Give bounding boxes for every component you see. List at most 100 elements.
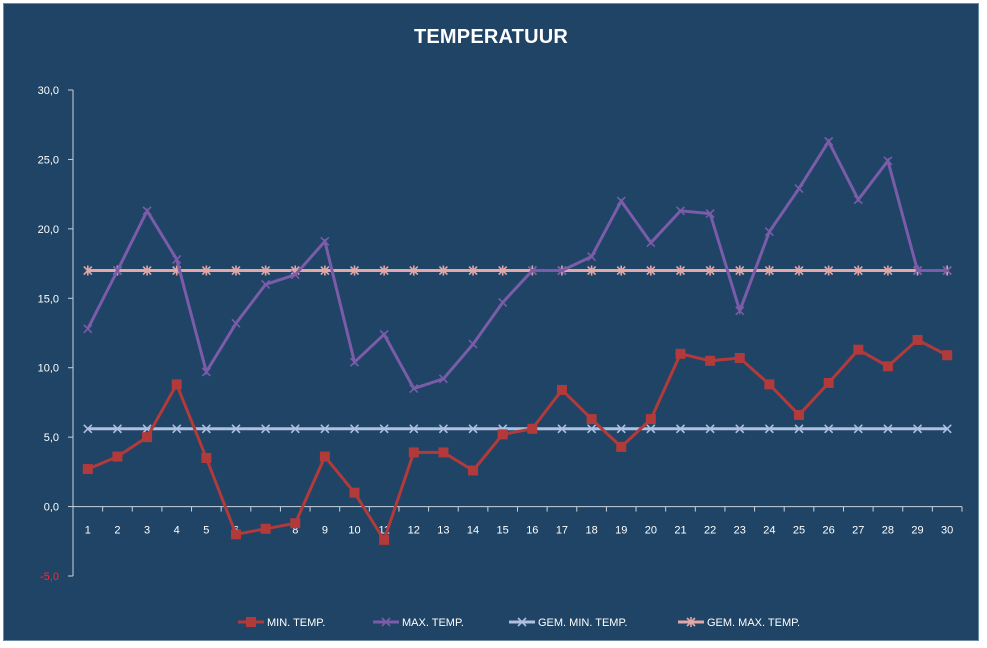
legend-marker-2: [517, 617, 527, 627]
legend-marker-3: [686, 617, 696, 627]
series-point-1: [616, 196, 626, 206]
series-point-1: [942, 265, 952, 276]
series-point-2: [349, 424, 360, 434]
series-point-3: [83, 265, 93, 276]
series-point-0: [408, 447, 419, 458]
series-point-0: [794, 409, 805, 420]
series-point-3: [201, 265, 211, 276]
y-tick-label: 15,0: [38, 293, 59, 305]
series-point-1: [201, 367, 211, 377]
series-point-2: [290, 424, 300, 434]
series-point-2: [794, 424, 804, 434]
series-point-2: [261, 424, 271, 434]
x-tick-label: 13: [437, 525, 449, 537]
series-point-0: [942, 350, 953, 361]
x-tick-label: 8: [292, 525, 298, 537]
y-tick-label: 25,0: [38, 154, 59, 166]
series-point-0: [230, 529, 241, 540]
x-tick-label: 18: [585, 525, 597, 537]
x-tick-label: 10: [348, 525, 360, 537]
series-point-1: [557, 265, 567, 276]
series-point-1: [349, 357, 360, 367]
series-point-0: [260, 523, 271, 534]
series-point-2: [557, 424, 567, 434]
series-point-3: [824, 265, 834, 276]
series-line-0: [87, 338, 948, 544]
series-point-1: [527, 265, 537, 276]
series-point-1: [675, 206, 686, 216]
series-point-3: [231, 265, 241, 276]
series-point-0: [82, 464, 93, 475]
series-point-3: [379, 265, 389, 276]
y-tick-label: 10,0: [38, 363, 59, 375]
series-point-2: [438, 424, 448, 434]
series-point-1: [142, 206, 152, 216]
y-tick-label: 0,0: [44, 502, 59, 514]
series-point-2: [172, 424, 182, 434]
series-point-2: [83, 424, 93, 434]
series-point-0: [586, 414, 597, 425]
series-point-0: [201, 452, 212, 463]
series-point-1: [824, 136, 834, 146]
x-tick-label: 1: [85, 525, 91, 537]
x-tick-label: 12: [408, 525, 420, 537]
series-point-3: [646, 265, 656, 276]
series-point-1: [498, 297, 508, 308]
x-tick-label: 20: [645, 525, 657, 537]
series-point-1: [735, 306, 745, 316]
series-point-2: [468, 424, 478, 434]
x-tick-label: 14: [467, 525, 479, 537]
series-point-2: [675, 424, 686, 434]
series-point-0: [645, 414, 656, 425]
series-point-1: [231, 318, 241, 328]
series-point-3: [616, 265, 626, 276]
series-point-3: [794, 265, 804, 276]
chart-title: TEMPERATUUR: [413, 26, 569, 48]
x-tick-label: 23: [734, 525, 746, 537]
series-point-1: [172, 254, 182, 264]
series-point-3: [468, 265, 478, 276]
series-point-0: [764, 379, 775, 390]
series-point-2: [231, 424, 241, 434]
legend-item-0: MIN. TEMP.: [238, 617, 325, 629]
legend-label-2: GEM. MIN. TEMP.: [538, 617, 627, 629]
x-tick-label: 29: [911, 525, 923, 537]
series-point-0: [497, 429, 508, 440]
series-point-3: [498, 265, 508, 276]
series-point-1: [409, 383, 419, 394]
series-point-1: [83, 324, 93, 334]
y-tick-label: -5,0: [40, 571, 59, 583]
series-point-3: [675, 265, 686, 276]
series-point-2: [587, 424, 597, 434]
series-point-0: [616, 441, 627, 452]
series-point-1: [794, 184, 804, 194]
series-point-2: [112, 424, 123, 434]
x-tick-label: 24: [763, 525, 775, 537]
series-point-3: [320, 265, 330, 276]
series-point-2: [616, 424, 626, 434]
series-point-0: [142, 432, 153, 443]
series-point-0: [171, 379, 182, 390]
series-point-2: [320, 424, 330, 434]
series-point-0: [912, 334, 923, 345]
series-point-2: [646, 424, 656, 434]
series-point-1: [290, 270, 300, 280]
series-point-1: [112, 265, 123, 276]
x-tick-label: 3: [144, 525, 150, 537]
x-tick-label: 19: [615, 525, 627, 537]
y-tick-label: 20,0: [38, 224, 59, 236]
series-point-3: [883, 265, 893, 276]
series-point-2: [379, 424, 389, 434]
series-point-1: [261, 279, 271, 289]
series-point-3: [349, 265, 360, 276]
x-tick-label: 25: [793, 525, 805, 537]
x-tick-label: 28: [882, 525, 894, 537]
series-point-0: [319, 451, 330, 462]
y-tick-label: 5,0: [44, 432, 59, 444]
series-point-2: [853, 424, 863, 434]
series-point-2: [912, 424, 923, 434]
series-point-3: [853, 265, 863, 276]
x-tick-label: 15: [497, 525, 509, 537]
series-point-0: [379, 534, 390, 545]
series-line-1: [86, 138, 948, 391]
